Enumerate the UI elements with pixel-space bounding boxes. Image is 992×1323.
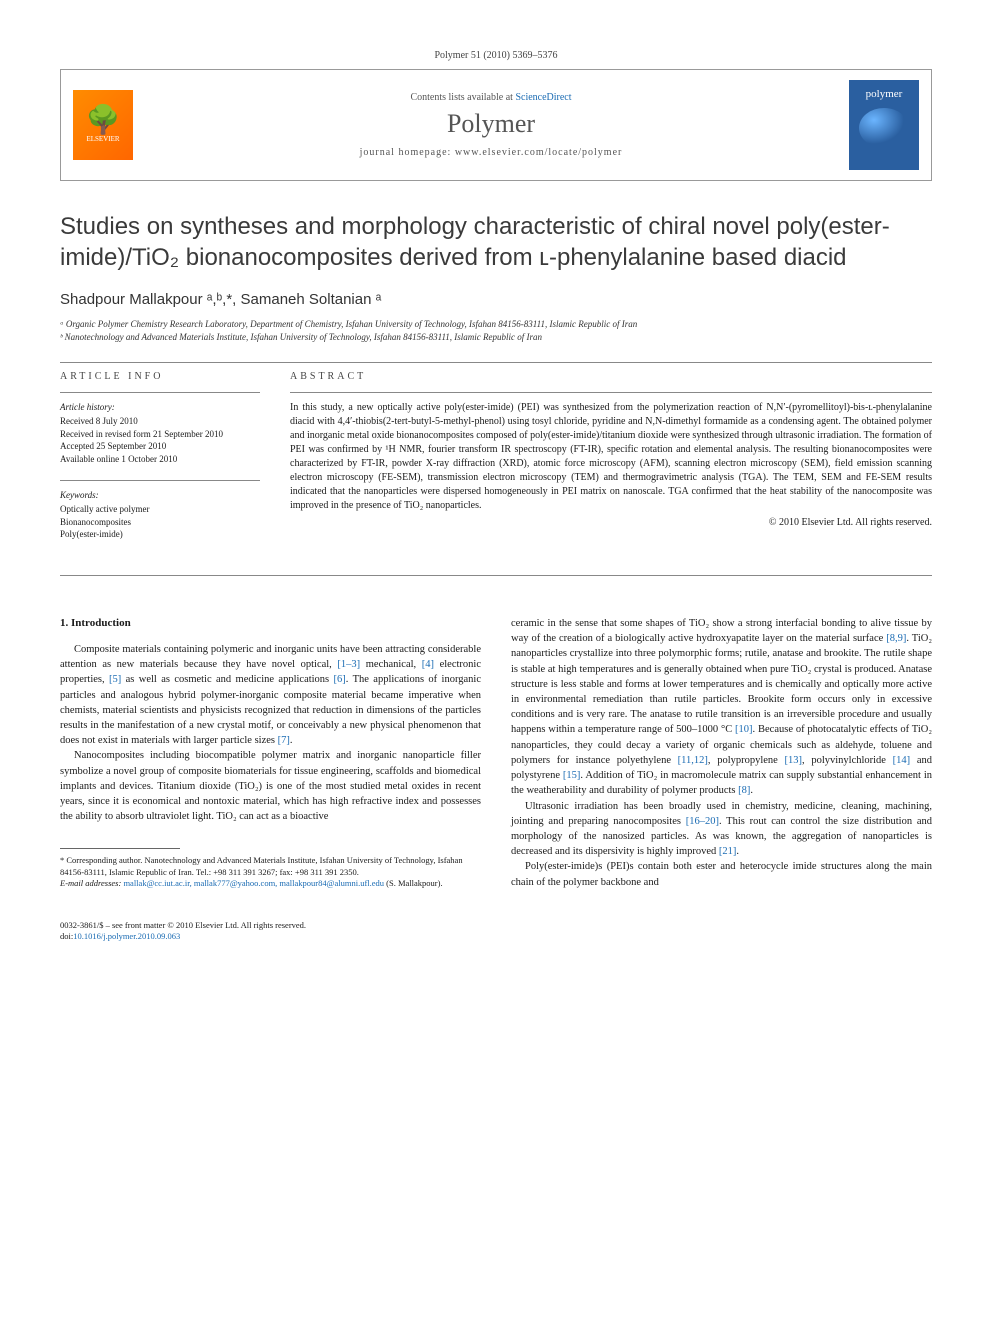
ref-link[interactable]: [8]	[738, 785, 750, 796]
citation: Polymer 51 (2010) 5369–5376	[60, 50, 932, 61]
affiliations: ᵃ Organic Polymer Chemistry Research Lab…	[60, 318, 932, 343]
ref-link[interactable]: [6]	[334, 674, 346, 685]
ref-link[interactable]: [1–3]	[337, 659, 360, 670]
ref-link[interactable]: [11,12]	[678, 755, 708, 766]
ref-link[interactable]: [21]	[719, 846, 737, 857]
elsevier-logo: 🌳 ELSEVIER	[73, 90, 133, 160]
corresponding-footnote: * Corresponding author. Nanotechnology a…	[60, 855, 481, 889]
ref-link[interactable]: [16–20]	[686, 816, 719, 827]
ref-link[interactable]: [7]	[278, 735, 290, 746]
sciencedirect-link[interactable]: ScienceDirect	[515, 92, 571, 103]
ref-link[interactable]: [13]	[785, 755, 803, 766]
page-footer: 0032-3861/$ – see front matter © 2010 El…	[60, 920, 932, 942]
abstract-text: In this study, a new optically active po…	[290, 401, 932, 513]
abstract-copyright: © 2010 Elsevier Ltd. All rights reserved…	[290, 517, 932, 528]
abstract: ABSTRACT In this study, a new optically …	[290, 371, 932, 555]
journal-cover-thumb: polymer	[849, 80, 919, 170]
journal-name: Polymer	[148, 109, 834, 139]
article-info-head: ARTICLE INFO	[60, 371, 260, 382]
journal-header: 🌳 ELSEVIER Contents lists available at S…	[60, 69, 932, 181]
ref-link[interactable]: [4]	[422, 659, 434, 670]
ref-link[interactable]: [5]	[109, 674, 121, 685]
contents-list-line: Contents lists available at ScienceDirec…	[148, 92, 834, 103]
ref-link[interactable]: [14]	[893, 755, 911, 766]
article-info: ARTICLE INFO Article history: Received 8…	[60, 371, 260, 555]
section-1-head: 1. Introduction	[60, 616, 481, 632]
body-columns: 1. Introduction Composite materials cont…	[60, 616, 932, 890]
ref-link[interactable]: [8,9]	[886, 633, 906, 644]
left-column: 1. Introduction Composite materials cont…	[60, 616, 481, 890]
doi-link[interactable]: 10.1016/j.polymer.2010.09.063	[73, 931, 180, 941]
ref-link[interactable]: [15]	[563, 770, 581, 781]
journal-homepage: journal homepage: www.elsevier.com/locat…	[148, 147, 834, 158]
email-link[interactable]: mallak@cc.iut.ac.ir, mallak777@yahoo.com…	[123, 878, 384, 888]
ref-link[interactable]: [10]	[735, 724, 753, 735]
authors: Shadpour Mallakpour ᵃ,ᵇ,*, Samaneh Solta…	[60, 291, 932, 308]
article-title: Studies on syntheses and morphology char…	[60, 211, 932, 273]
abstract-head: ABSTRACT	[290, 371, 932, 382]
right-column: ceramic in the sense that some shapes of…	[511, 616, 932, 890]
